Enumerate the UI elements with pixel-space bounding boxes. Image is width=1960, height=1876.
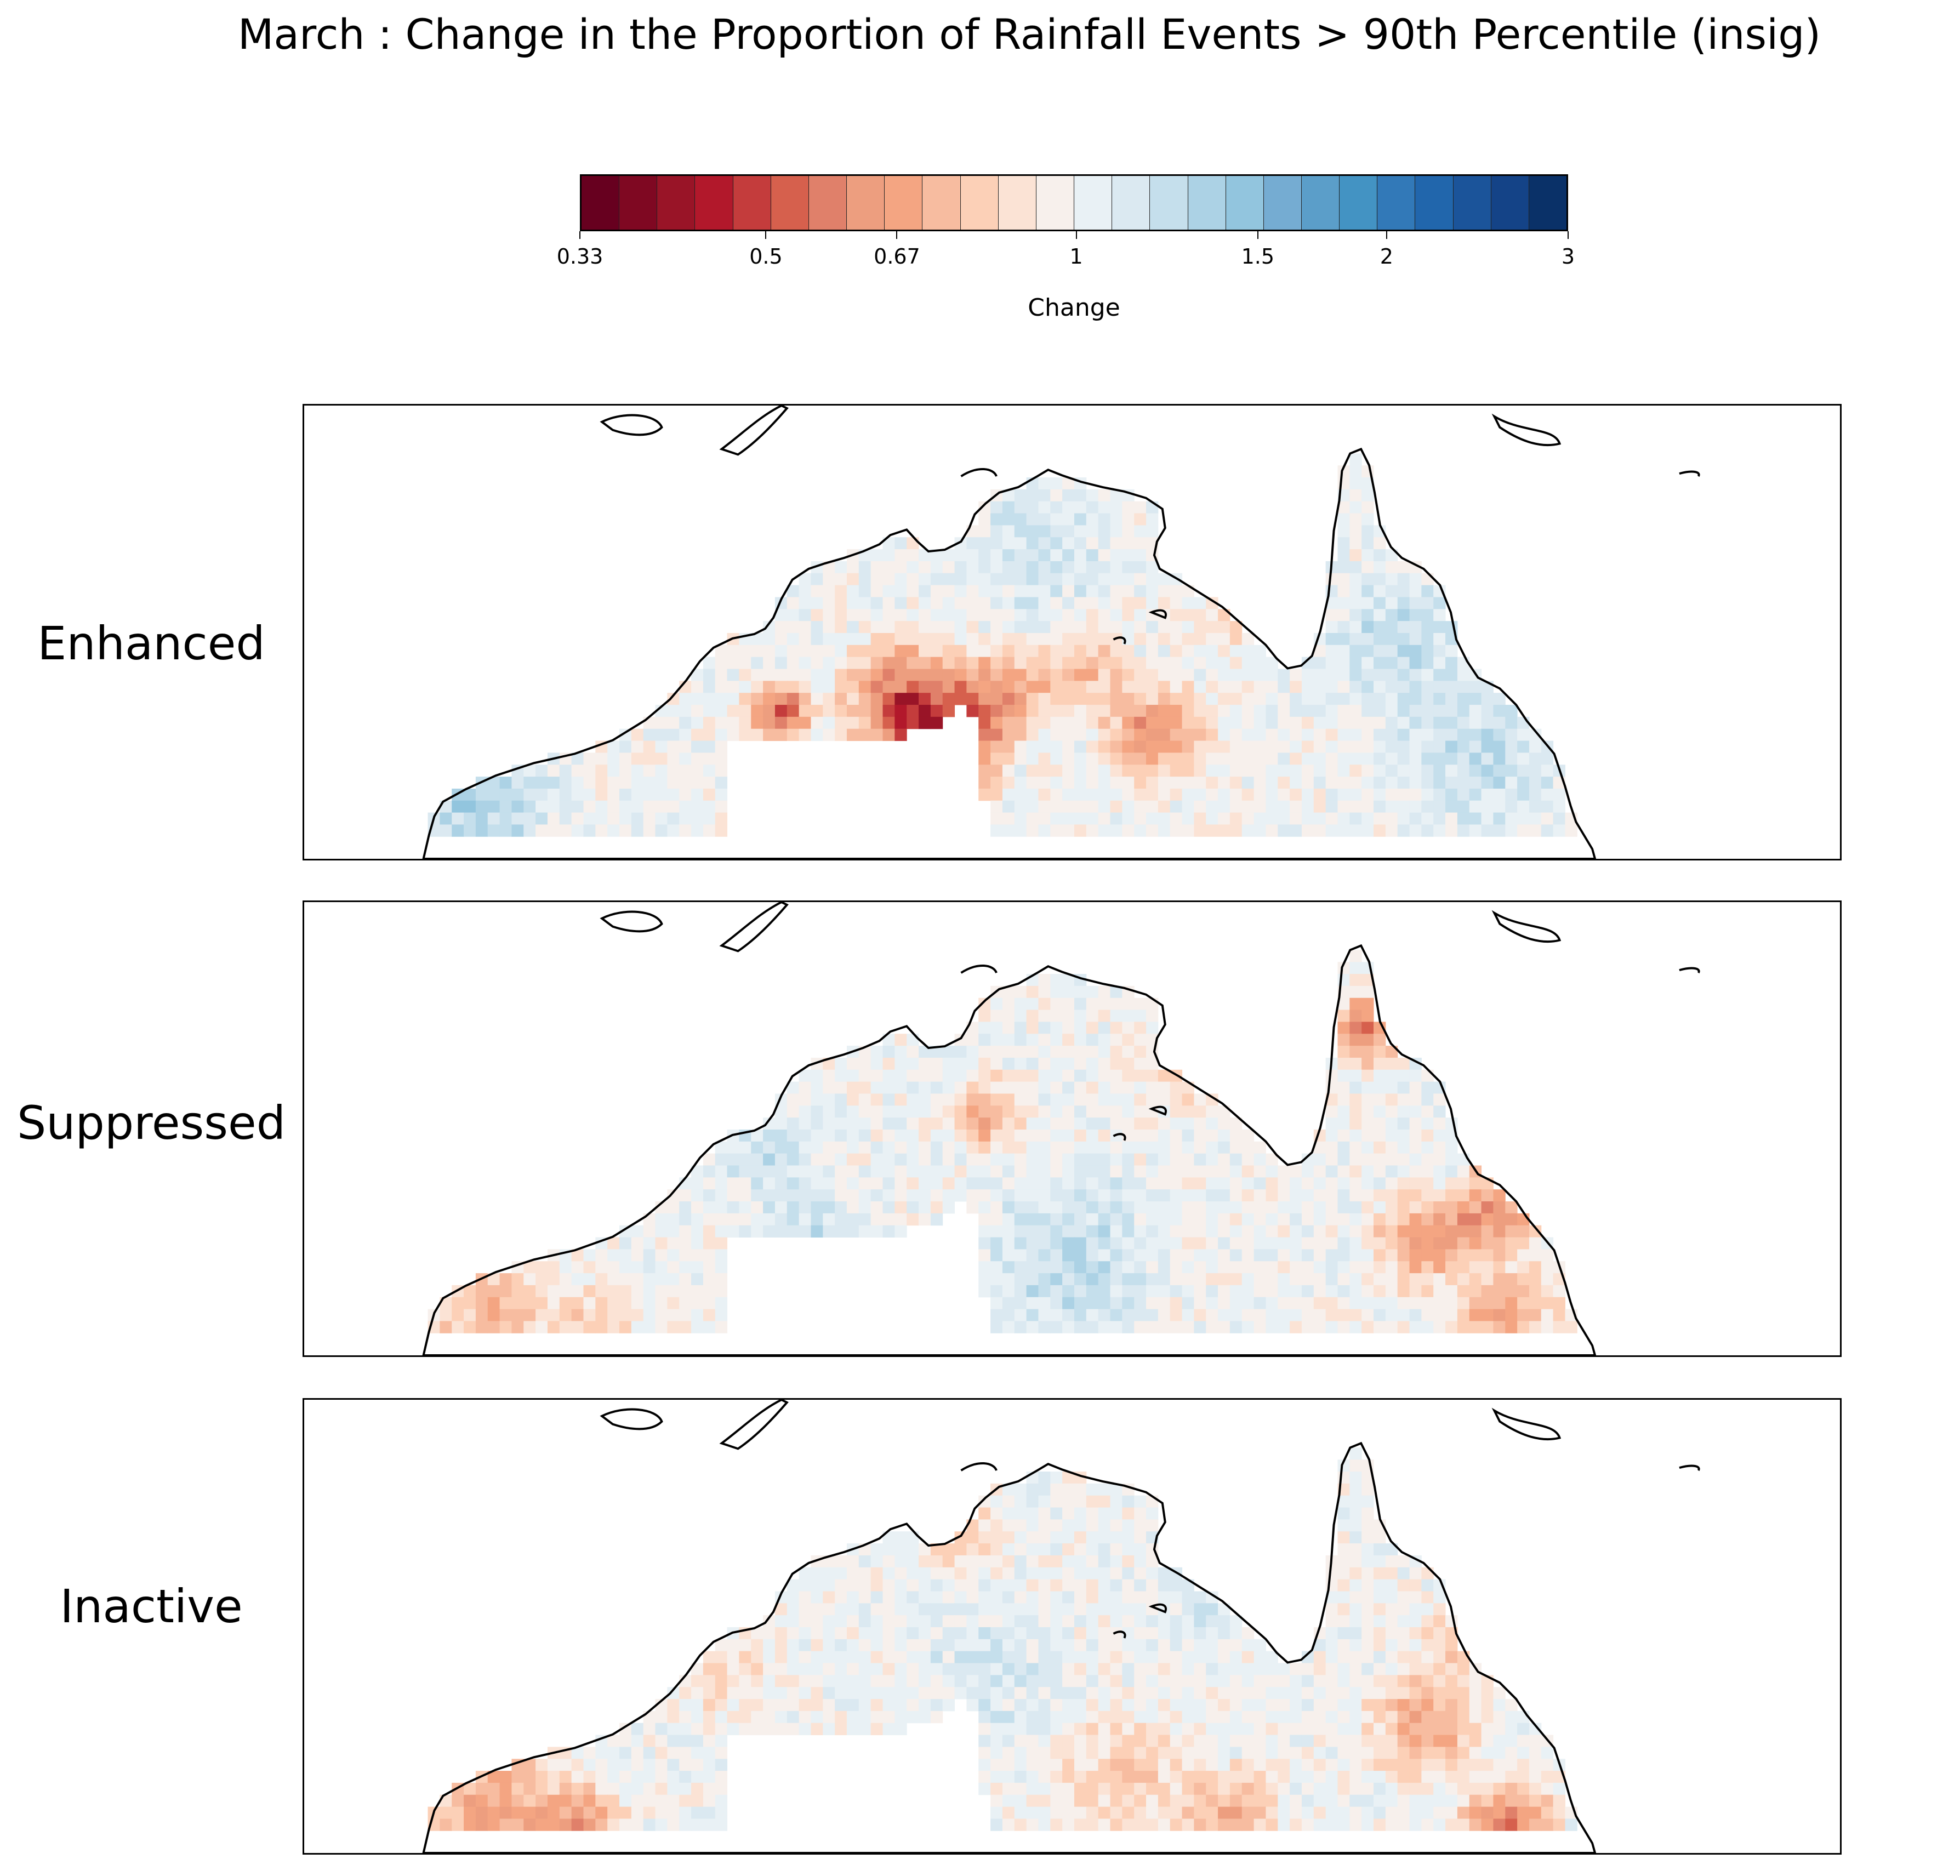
colorbar-segment [1491,176,1529,230]
island-outline [1113,636,1126,645]
colorbar-segment [1150,176,1188,230]
colorbar-tick [1568,231,1569,239]
island-outline [960,468,998,477]
coastline [422,944,1597,1355]
colorbar-tick [765,231,767,239]
colorbar-tick-label: 0.5 [749,244,783,269]
colorbar-segment [733,176,771,230]
colorbar-gradient [580,174,1568,231]
heatmap-cells [428,1447,1577,1831]
colorbar-tick [896,231,898,239]
colorbar-tick-label: 2 [1380,244,1393,269]
colorbar-segment [1074,176,1113,230]
map-panel-inactive [303,1398,1842,1855]
map-panel-enhanced [303,404,1842,860]
colorbar-tick-label: 0.67 [874,244,920,269]
colorbar-segment [1263,176,1302,230]
island-outline [1491,910,1562,943]
colorbar-segment [1340,176,1378,230]
island-outline [1148,1105,1167,1116]
colorbar-segment [771,176,809,230]
island-outline [1113,1630,1126,1639]
island-outline [1679,1464,1700,1472]
chart-title: March : Change in the Proportion of Rain… [237,10,1821,59]
island-outline [1148,1603,1167,1613]
colorbar-tick-label: 0.33 [556,244,603,269]
colorbar-segment [1377,176,1416,230]
island-outline [600,910,663,933]
island-outline [1148,609,1167,619]
heatmap-cells [428,453,1577,837]
colorbar: 0.33 0.5 0.67 1 1.5 2 3 Change [557,174,1575,322]
colorbar-segment [1453,176,1491,230]
island-outline [1491,1407,1562,1441]
island-outline [1491,413,1562,447]
island-outline [960,1462,998,1472]
colorbar-segment [1415,176,1454,230]
map-enhanced [422,406,1700,859]
island-outline [719,902,789,953]
panel-label-suppressed: Suppressed [16,1096,286,1150]
colorbar-segment [922,176,961,230]
coastline [422,1441,1597,1853]
colorbar-segment [1112,176,1150,230]
panel-label-enhanced: Enhanced [37,617,265,670]
map-suppressed [422,902,1700,1355]
colorbar-segment [657,176,696,230]
island-outline [1679,967,1700,974]
heatmap-cells [428,950,1577,1333]
colorbar-segment [695,176,733,230]
island-outline [1113,1133,1126,1141]
colorbar-segment [1301,176,1340,230]
colorbar-segment [1529,176,1567,230]
island-outline [960,965,998,974]
colorbar-tick-label: 1 [1069,244,1083,269]
colorbar-segment [619,176,658,230]
map-panel-suppressed [303,900,1842,1357]
colorbar-tick-label: 3 [1561,244,1575,269]
colorbar-segment [960,176,999,230]
island-outline [600,1408,663,1430]
colorbar-segment [885,176,923,230]
panel-label-inactive: Inactive [60,1580,243,1633]
colorbar-tick [1386,231,1387,239]
colorbar-segment [1226,176,1264,230]
colorbar-segment [847,176,885,230]
colorbar-tick [1257,231,1258,239]
island-outline [1679,470,1700,477]
map-inactive [422,1400,1700,1853]
island-outline [719,406,789,456]
colorbar-tick [1075,231,1077,239]
colorbar-segment [808,176,847,230]
island-outline [600,414,663,436]
colorbar-segment [582,176,620,230]
colorbar-tick [579,231,580,239]
colorbar-tick-label: 1.5 [1241,244,1275,269]
colorbar-segment [1188,176,1226,230]
colorbar-segment [1036,176,1075,230]
colorbar-segment [998,176,1036,230]
coastline [422,447,1597,859]
island-outline [719,1400,789,1450]
colorbar-label: Change [1028,294,1120,322]
